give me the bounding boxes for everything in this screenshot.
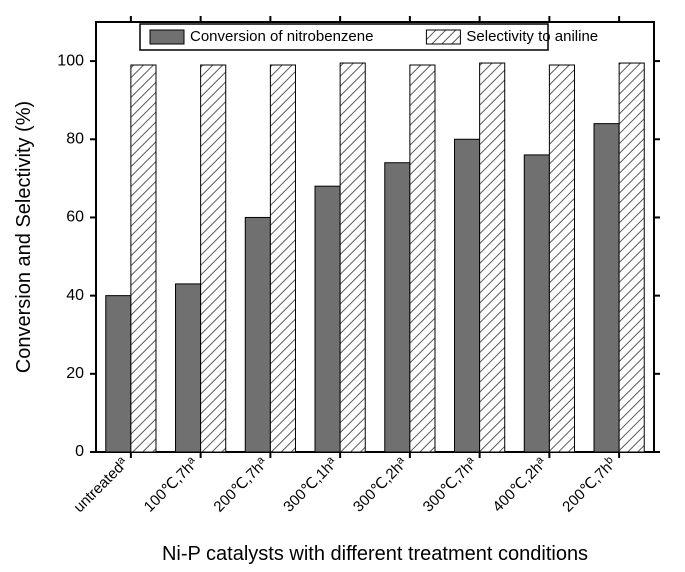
legend-label: Selectivity to aniline <box>466 28 598 45</box>
x-tick-label: untreateda <box>70 453 133 516</box>
bar-conversion <box>385 163 410 452</box>
bar-conversion <box>106 296 131 452</box>
bar-conversion <box>594 124 619 452</box>
x-axis-label: Ni-P catalysts with different treatment … <box>162 543 588 565</box>
bar-selectivity <box>270 65 295 452</box>
bar-selectivity <box>480 63 505 452</box>
bar-selectivity <box>549 65 574 452</box>
bar-conversion <box>455 139 480 452</box>
x-tick-label: 100℃,7ha <box>140 453 202 515</box>
bar-selectivity <box>410 65 435 452</box>
x-tick-label: 300℃,2ha <box>349 453 411 515</box>
y-tick-label: 0 <box>75 443 84 460</box>
y-tick-label: 60 <box>66 209 84 226</box>
bar-conversion <box>245 217 270 452</box>
x-tick-label: 200℃,7hb <box>559 454 620 515</box>
x-tick-label: 300℃,7ha <box>419 453 481 515</box>
legend-swatch <box>426 30 460 44</box>
bar-conversion <box>315 186 340 452</box>
y-axis-label: Conversion and Selectivity (%) <box>13 101 35 373</box>
bar-selectivity <box>619 63 644 452</box>
bar-conversion <box>524 155 549 452</box>
bar-chart: 0 20 40 60 80 100 Conversion and Selectivity (… <box>0 0 685 572</box>
x-tick-label: 300℃,1ha <box>280 453 342 515</box>
y-tick-label: 80 <box>66 130 84 147</box>
x-tick-label: 400℃,2ha <box>489 453 551 515</box>
bar-selectivity <box>201 65 226 452</box>
chart-container: 0 20 40 60 80 100 Conversion and Selectivity (… <box>0 0 685 572</box>
y-tick-label: 100 <box>57 52 84 69</box>
bar-selectivity <box>131 65 156 452</box>
y-tick-label: 20 <box>66 365 84 382</box>
bar-conversion <box>176 284 201 452</box>
legend-label: Conversion of nitrobenzene <box>190 28 373 45</box>
bar-selectivity <box>340 63 365 452</box>
y-tick-label: 40 <box>66 287 84 304</box>
legend-swatch <box>150 30 184 44</box>
x-tick-label: 200℃,7ha <box>210 453 272 515</box>
